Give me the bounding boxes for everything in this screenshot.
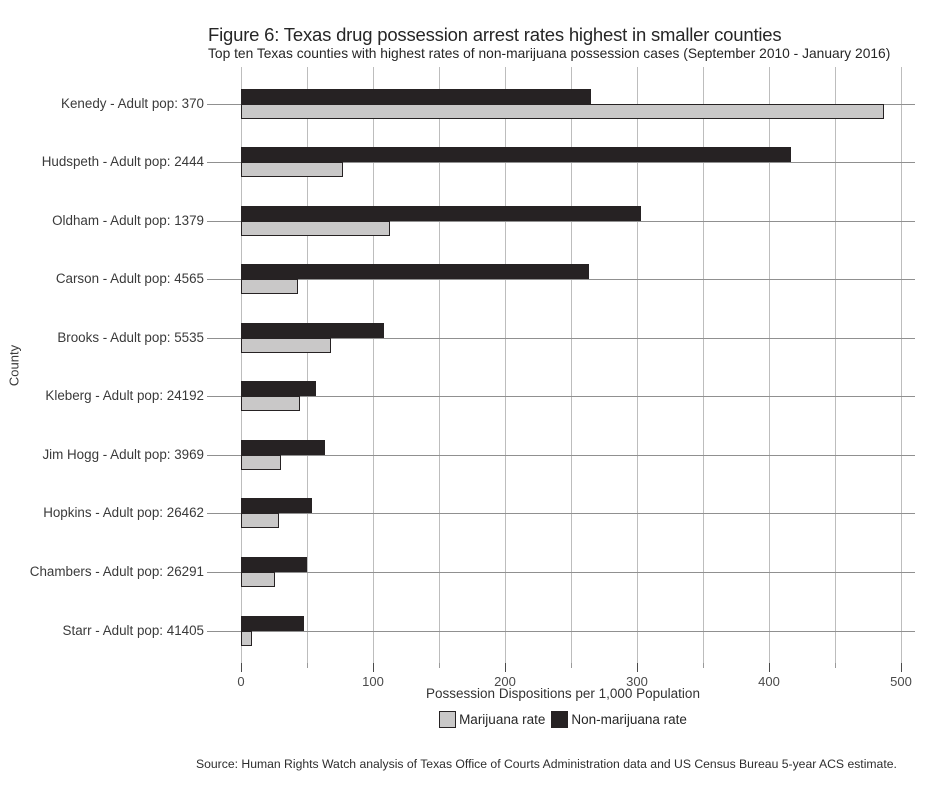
gridline-row	[207, 337, 915, 339]
bar-marijuana-rate	[241, 162, 343, 178]
x-axis-tick-label: 0	[237, 674, 245, 689]
bar-non-marijuana-rate	[241, 556, 307, 572]
county-tick-label: Brooks - Adult pop: 5535	[57, 329, 204, 345]
bar-marijuana-rate	[241, 630, 252, 646]
bar-marijuana-rate	[241, 279, 298, 295]
legend-swatch-icon	[551, 711, 569, 728]
gridline-row	[207, 162, 915, 164]
gridline-vertical	[901, 67, 902, 663]
gridline-vertical	[769, 67, 770, 663]
bar-non-marijuana-rate	[241, 322, 384, 338]
county-tick-label: Jim Hogg - Adult pop: 3969	[42, 446, 204, 462]
county-tick-label: Kenedy - Adult pop: 370	[61, 95, 204, 111]
bar-marijuana-rate	[241, 220, 391, 236]
county-tick-label: Chambers - Adult pop: 26291	[29, 563, 204, 579]
bar-non-marijuana-rate	[241, 381, 317, 397]
gridline-row	[207, 571, 915, 573]
x-axis-tick-major	[241, 663, 242, 672]
x-axis-label: Possession Dispositions per 1,000 Popula…	[426, 686, 700, 701]
legend-swatch-icon	[439, 711, 457, 728]
bar-non-marijuana-rate	[241, 439, 326, 455]
bar-marijuana-rate	[241, 454, 281, 470]
gridline-vertical	[505, 67, 506, 663]
bar-marijuana-rate	[241, 513, 280, 529]
x-axis-tick-minor	[703, 663, 704, 668]
legend: Marijuana rate Non-marijuana rate	[0, 711, 946, 728]
legend-label: Non-marijuana rate	[571, 712, 687, 727]
gridline-vertical	[637, 67, 638, 663]
chart-title: Figure 6: Texas drug possession arrest r…	[208, 24, 782, 45]
x-axis-tick-minor	[571, 663, 572, 668]
gridline-vertical	[373, 67, 374, 663]
county-tick-label: Oldham - Adult pop: 1379	[52, 212, 204, 228]
gridline-vertical	[241, 67, 242, 663]
bar-non-marijuana-rate	[241, 88, 591, 104]
gridline-row	[207, 396, 915, 398]
gridline-row	[207, 630, 915, 632]
county-tick-label: Kleberg - Adult pop: 24192	[45, 388, 204, 404]
x-axis-tick-major	[901, 663, 902, 672]
legend-item: Marijuana rate	[439, 711, 545, 728]
bar-non-marijuana-rate	[241, 498, 313, 514]
chart-subtitle: Top ten Texas counties with highest rate…	[208, 46, 891, 61]
x-axis-tick-minor	[439, 663, 440, 668]
bar-marijuana-rate	[241, 103, 884, 119]
gridline-vertical	[307, 67, 308, 663]
county-tick-label: Starr - Adult pop: 41405	[62, 622, 204, 638]
county-tick-label: Carson - Adult pop: 4565	[55, 271, 204, 287]
bar-non-marijuana-rate	[241, 147, 792, 163]
legend-label: Marijuana rate	[459, 712, 546, 727]
x-axis-tick-major	[373, 663, 374, 672]
x-axis-tick-label: 200	[494, 674, 516, 689]
gridline-row	[207, 454, 915, 456]
x-axis-tick-minor	[307, 663, 308, 668]
x-axis-tick-label: 300	[626, 674, 648, 689]
gridline-vertical	[703, 67, 704, 663]
bar-marijuana-rate	[241, 571, 276, 587]
bar-marijuana-rate	[241, 396, 301, 412]
county-tick-label: Hudspeth - Adult pop: 2444	[41, 154, 204, 170]
x-axis-tick-major	[769, 663, 770, 672]
county-tick-label: Hopkins - Adult pop: 26462	[43, 505, 204, 521]
x-axis-tick-minor	[835, 663, 836, 668]
x-axis-tick-major	[637, 663, 638, 672]
bar-marijuana-rate	[241, 337, 331, 353]
gridline-vertical	[835, 67, 836, 663]
x-axis-tick-label: 400	[758, 674, 780, 689]
x-axis-tick-label: 500	[890, 674, 912, 689]
gridline-vertical	[439, 67, 440, 663]
x-axis-tick-label: 100	[362, 674, 384, 689]
bar-non-marijuana-rate	[241, 615, 305, 631]
gridline-row	[207, 220, 915, 222]
bar-non-marijuana-rate	[241, 205, 641, 221]
x-axis-tick-major	[505, 663, 506, 672]
gridline-row	[207, 279, 915, 281]
source-note: Source: Human Rights Watch analysis of T…	[196, 757, 897, 771]
legend-item: Non-marijuana rate	[551, 711, 687, 728]
gridline-vertical	[571, 67, 572, 663]
bar-non-marijuana-rate	[241, 264, 590, 280]
gridline-row	[207, 513, 915, 515]
